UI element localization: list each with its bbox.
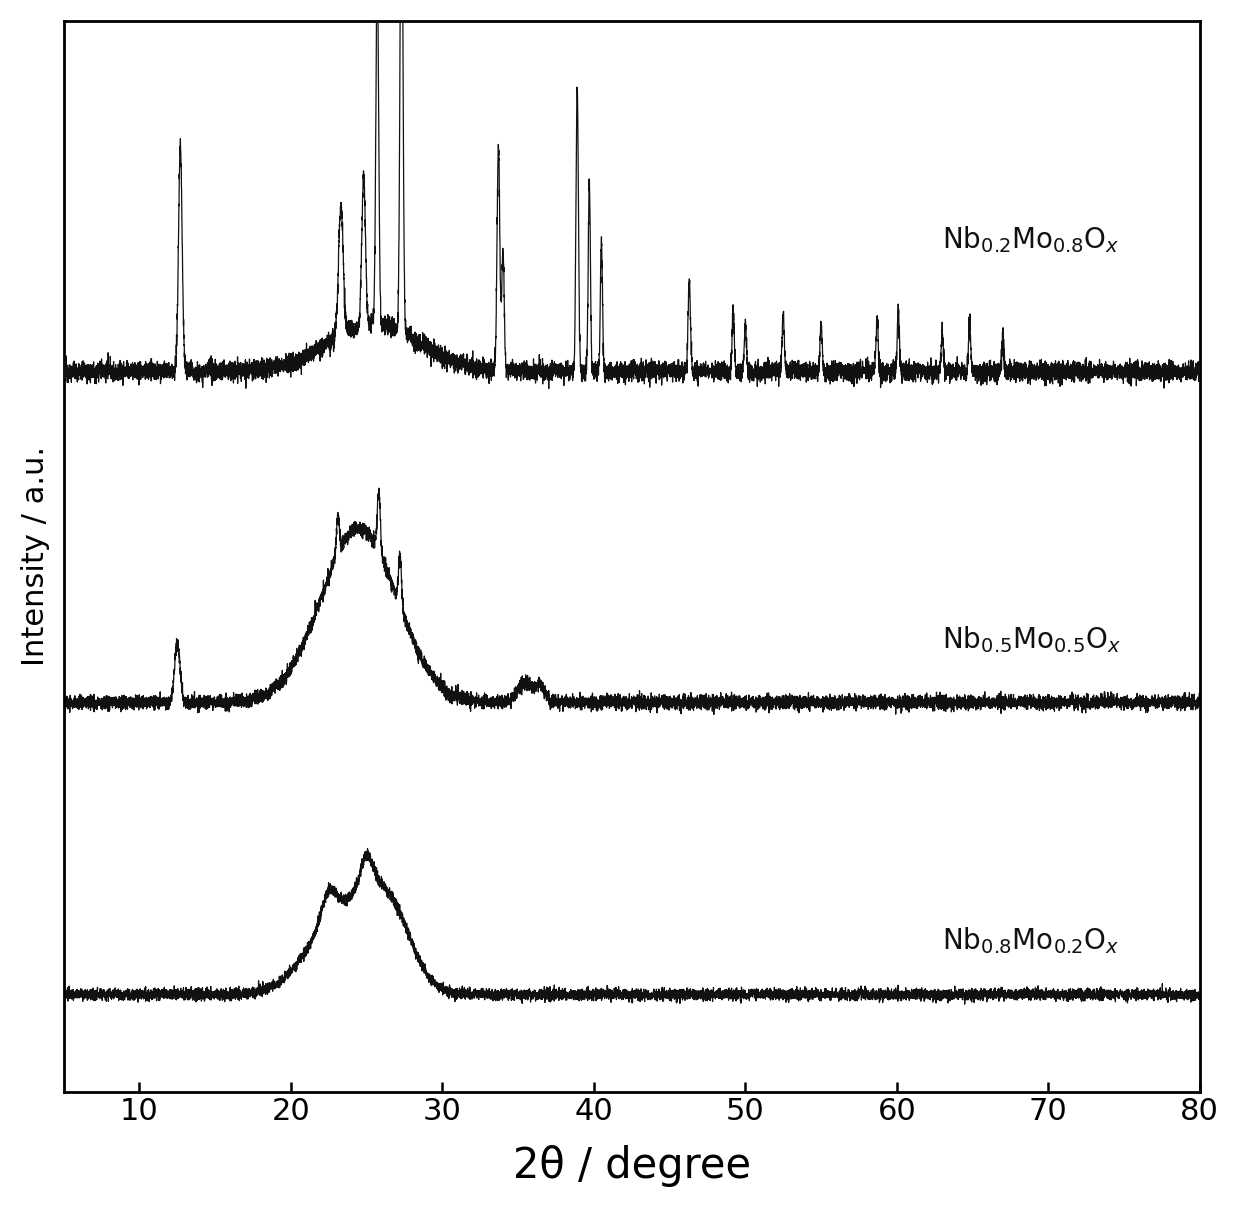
Text: Nb$_{0.2}$Mo$_{0.8}$O$_x$: Nb$_{0.2}$Mo$_{0.8}$O$_x$ bbox=[942, 225, 1120, 255]
X-axis label: 2θ / degree: 2θ / degree bbox=[512, 1145, 750, 1187]
Y-axis label: Intensity / a.u.: Intensity / a.u. bbox=[21, 446, 50, 667]
Text: Nb$_{0.5}$Mo$_{0.5}$O$_x$: Nb$_{0.5}$Mo$_{0.5}$O$_x$ bbox=[942, 623, 1121, 655]
Text: Nb$_{0.8}$Mo$_{0.2}$O$_x$: Nb$_{0.8}$Mo$_{0.2}$O$_x$ bbox=[942, 925, 1120, 957]
